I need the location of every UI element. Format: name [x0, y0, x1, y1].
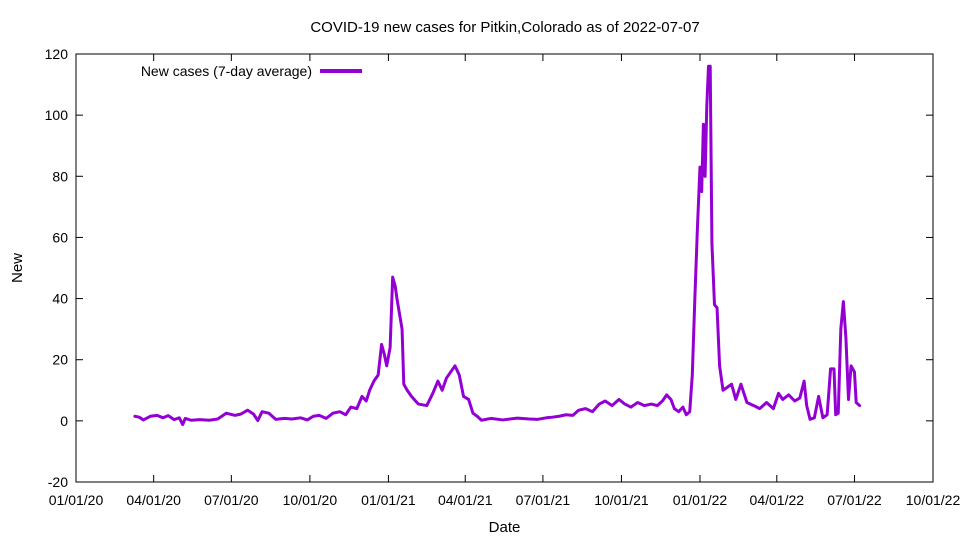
- y-tick-label: 60: [52, 229, 68, 245]
- x-tick-label: 07/01/21: [516, 492, 571, 508]
- y-tick-label: 100: [45, 107, 69, 123]
- x-tick-label: 01/01/20: [49, 492, 104, 508]
- y-tick-label: 20: [52, 352, 68, 368]
- y-tick-label: 40: [52, 291, 68, 307]
- y-tick-label: -20: [48, 474, 68, 490]
- x-tick-label: 01/01/22: [673, 492, 728, 508]
- x-tick-label: 10/01/22: [906, 492, 960, 508]
- x-tick-label: 07/01/22: [827, 492, 882, 508]
- y-axis: -20 0 20 40 60 80 100 120: [45, 46, 933, 490]
- x-axis-label: Date: [489, 519, 521, 536]
- y-tick-label: 0: [60, 413, 68, 429]
- series-layer: [133, 64, 862, 427]
- x-tick-label: 04/01/21: [438, 492, 493, 508]
- legend-label: New cases (7-day average): [141, 63, 312, 79]
- y-axis-label: New: [9, 253, 26, 283]
- x-tick-label: 01/01/21: [361, 492, 416, 508]
- x-tick-label: 10/01/20: [283, 492, 338, 508]
- plot-border: [75, 53, 934, 483]
- series-line-0: [133, 64, 862, 427]
- x-tick-label: 10/01/21: [594, 492, 649, 508]
- chart-title: COVID-19 new cases for Pitkin,Colorado a…: [310, 19, 699, 36]
- y-tick-label: 80: [52, 168, 68, 184]
- x-tick-label: 04/01/22: [750, 492, 805, 508]
- y-tick-label: 120: [45, 46, 69, 62]
- legend: New cases (7-day average): [141, 63, 362, 79]
- x-tick-label: 07/01/20: [204, 492, 259, 508]
- x-axis: 01/01/20 04/01/20 07/01/20 10/01/20 01/01/21…: [49, 54, 960, 508]
- x-tick-label: 04/01/20: [126, 492, 181, 508]
